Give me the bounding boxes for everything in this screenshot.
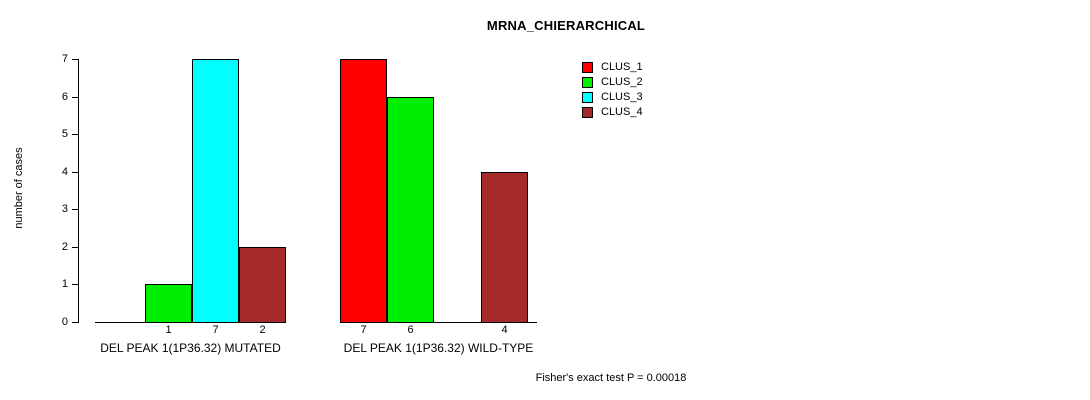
y-tick-mark xyxy=(72,322,78,323)
group-label-2: DEL PEAK 1(1P36.32) WILD-TYPE xyxy=(343,341,534,355)
legend-item-clus_3[interactable]: CLUS_3 xyxy=(582,90,702,105)
bar-clus_3-group1[interactable] xyxy=(192,59,239,323)
bar-count-label: 1 xyxy=(165,324,172,336)
legend-label: CLUS_1 xyxy=(601,61,643,73)
legend-label: CLUS_4 xyxy=(601,106,643,118)
group-label-1: DEL PEAK 1(1P36.32) MUTATED xyxy=(100,341,281,355)
y-tick-label: 6 xyxy=(61,90,68,103)
y-tick-mark xyxy=(72,284,78,286)
statistical-test-annotation: Fisher's exact test P = 0.00018 xyxy=(535,372,687,384)
y-tick-mark xyxy=(72,209,78,211)
legend-item-clus_2[interactable]: CLUS_2 xyxy=(582,75,702,90)
y-tick-label: 2 xyxy=(61,240,68,253)
legend-swatch-icon xyxy=(582,107,593,118)
y-tick-mark xyxy=(72,171,78,173)
y-axis-line xyxy=(78,59,79,323)
y-tick-label: 5 xyxy=(61,128,68,141)
bar-count-label: 7 xyxy=(212,324,219,336)
y-tick-mark xyxy=(72,59,78,60)
y-tick-label: 1 xyxy=(61,278,68,291)
bar-count-label: 6 xyxy=(407,324,414,336)
bar-clus_4-group1[interactable] xyxy=(239,246,286,323)
bar-clus_2-group2[interactable] xyxy=(387,96,434,323)
y-tick-label: 0 xyxy=(61,316,68,328)
bar-count-label: 2 xyxy=(259,324,266,336)
y-tick-label: 4 xyxy=(61,165,68,178)
bar-clus_1-group2[interactable] xyxy=(340,59,387,323)
legend-swatch-icon xyxy=(582,92,593,103)
x-axis-baseline xyxy=(340,322,537,323)
bar-count-label: 4 xyxy=(501,324,508,336)
y-tick-mark xyxy=(72,246,78,248)
legend-label: CLUS_2 xyxy=(601,76,643,88)
legend-swatch-icon xyxy=(582,62,593,73)
y-tick-mark xyxy=(72,134,78,136)
chart-legend: CLUS_1 CLUS_2 CLUS_3 CLUS_4 xyxy=(582,60,702,120)
chart-title: MRNA_CHIERARCHICAL xyxy=(486,18,646,33)
y-tick-label: 3 xyxy=(61,203,68,216)
y-tick-mark xyxy=(72,96,78,98)
bar-count-label: 7 xyxy=(360,324,367,336)
bar-clus_2-group1[interactable] xyxy=(145,284,192,323)
bar-clus_4-group2[interactable] xyxy=(481,171,528,323)
legend-swatch-icon xyxy=(582,77,593,88)
legend-item-clus_1[interactable]: CLUS_1 xyxy=(582,60,702,75)
legend-label: CLUS_3 xyxy=(601,91,643,103)
legend-item-clus_4[interactable]: CLUS_4 xyxy=(582,105,702,120)
y-tick-label: 7 xyxy=(61,53,68,65)
